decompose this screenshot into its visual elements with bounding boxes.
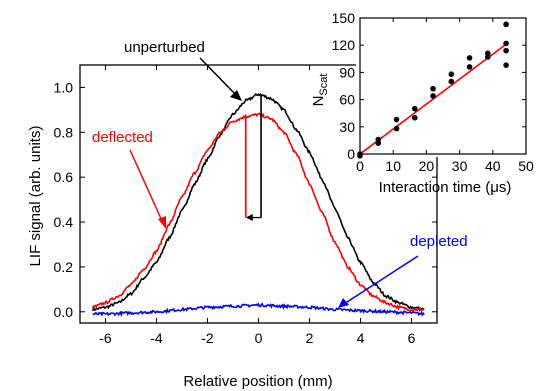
inset-y-tick-label: 150 [332, 10, 356, 26]
x-tick-label: -6 [99, 330, 112, 346]
x-tick-label: 0 [255, 330, 263, 346]
annotation-unperturbed: unperturbed [124, 39, 205, 56]
inset-fit-line [359, 43, 507, 155]
shift-arrowhead [245, 214, 253, 222]
main-plot: -6 -4 -2 0 2 4 6 0.0 0.2 0.4 0.6 0.8 1.0 unperturbe… [27, 39, 468, 390]
y-tick-label: 0.0 [54, 304, 74, 320]
inset-y-tick-label: 120 [332, 37, 356, 53]
scatter-point [411, 105, 418, 112]
scatter-point [375, 140, 382, 146]
main-annotations: unperturbed deflected depleted [92, 39, 468, 308]
main-x-ticks: -6 -4 -2 0 2 4 6 [99, 65, 416, 346]
inset-x-tick-label: 40 [485, 158, 501, 174]
y-tick-label: 0.2 [54, 259, 74, 275]
inset-x-tick-label: 10 [385, 158, 401, 174]
x-tick-label: 6 [408, 330, 416, 346]
scatter-point [503, 40, 509, 47]
annotation-deflected-arrowhead [158, 216, 166, 229]
annotation-depleted-arrowhead [338, 298, 349, 308]
main-y-ticks: 0.0 0.2 0.4 0.6 0.8 1.0 [54, 79, 437, 320]
annotation-unperturbed-arrowhead [230, 90, 242, 101]
main-shift-markers [244, 94, 262, 222]
annotation-depleted: depleted [410, 233, 468, 250]
y-tick-label: 0.4 [54, 214, 74, 230]
scatter-point [485, 54, 491, 60]
inset-points [357, 21, 509, 159]
scatter-point [466, 55, 473, 61]
inset-y-tick-label: 0 [347, 146, 355, 162]
scatter-point [503, 47, 509, 54]
y-tick-label: 1.0 [54, 79, 74, 95]
scatter-point [448, 71, 455, 78]
scatter-point [393, 125, 400, 132]
series-line-unperturbed [91, 92, 425, 312]
inset-plot: 0 10 20 30 40 50 0 30 60 90 120 150 Interaction ti… [310, 10, 534, 196]
scatter-point [393, 116, 400, 123]
scatter-point [430, 93, 436, 99]
inset-x-axis-label: Interaction time (μs) [379, 179, 512, 196]
annotation-deflected-arrow [129, 149, 164, 224]
scatter-point [503, 21, 509, 28]
inset-x-ticks: 0 10 20 30 40 50 [356, 18, 534, 174]
inset-x-tick-label: 30 [452, 158, 468, 174]
inset-y-label-main: N [310, 96, 327, 107]
scatter-point [448, 78, 455, 85]
x-tick-label: 4 [357, 330, 365, 346]
inset-y-label-sub: Scat [318, 74, 330, 96]
inset-y-axis-label: NScat [310, 74, 330, 107]
inset-background [356, 17, 526, 157]
scatter-point [430, 85, 436, 92]
main-y-axis-label: LIF signal (arb. units) [27, 126, 44, 267]
inset-y-tick-label: 90 [339, 64, 355, 80]
inset-y-tick-label: 60 [339, 92, 355, 108]
annotation-unperturbed-arrow [199, 57, 238, 97]
scatter-point [466, 64, 473, 70]
inset-x-tick-label: 0 [356, 158, 364, 174]
scatter-point [411, 114, 418, 121]
series-line-deflected [92, 112, 425, 312]
x-tick-label: -2 [201, 330, 214, 346]
x-tick-label: 2 [306, 330, 314, 346]
y-tick-label: 0.6 [54, 169, 74, 185]
inset-plot-frame [359, 17, 527, 155]
svg-text:NScat: NScat [310, 74, 330, 107]
annotation-deflected: deflected [92, 129, 153, 146]
inset-x-tick-label: 50 [518, 158, 534, 174]
series-line-depleted [92, 302, 425, 317]
main-x-axis-label: Relative position (mm) [183, 373, 332, 390]
inset-x-tick-label: 20 [419, 158, 435, 174]
inset-y-tick-label: 30 [339, 119, 355, 135]
y-tick-label: 0.8 [54, 124, 74, 140]
main-series-group [91, 92, 425, 317]
x-tick-label: -4 [150, 330, 163, 346]
scatter-point [503, 62, 509, 68]
annotation-depleted-arrow [343, 255, 419, 305]
inset-y-ticks: 0 30 60 90 120 150 [332, 10, 526, 162]
fit-line [359, 43, 507, 155]
